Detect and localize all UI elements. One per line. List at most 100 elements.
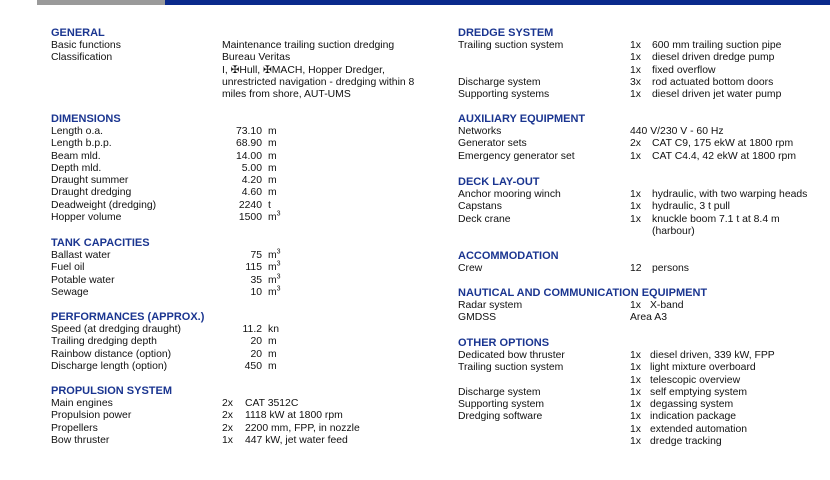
spec-value: unrestricted navigation - dredging withi… <box>222 76 415 88</box>
spec-value: Maintenance trailing suction dredging <box>222 40 395 51</box>
spec-row: Rainbow distance (option) 20 m <box>51 348 277 361</box>
spec-row: Classification Bureau Veritas <box>51 52 290 64</box>
spec-row: 1x extended automation <box>458 424 747 436</box>
spec-row: Dedicated bow thruster 1x diesel driven, 3… <box>458 350 775 362</box>
spec-row: Ballast water 75 m3 <box>51 249 281 262</box>
spec-section: OTHER OPTIONS Dedicated bow thruster 1x die… <box>458 337 775 448</box>
spec-quantity: 1x <box>630 436 641 448</box>
spec-value: Area A3 <box>630 312 667 324</box>
spec-quantity: 1x <box>630 374 641 386</box>
spec-row: Length o.a. 73.10 m <box>51 126 277 138</box>
spec-value: 11.2 <box>242 324 262 335</box>
spec-row: Propulsion power 2x 1118 kW at 1800 rpm <box>51 410 343 422</box>
spec-unit: m <box>268 126 277 137</box>
spec-row: Supporting systems 1x diesel driven jet wa… <box>458 89 781 101</box>
spec-quantity: 1x <box>630 213 641 225</box>
spec-value: I, ✠Hull, ✠MACH, Hopper Dredger, <box>222 64 385 76</box>
spec-value: 5.00 <box>241 162 262 174</box>
spec-row: GMDSS Area A3 <box>458 312 707 324</box>
spec-unit: m <box>268 336 277 348</box>
section-heading: ACCOMMODATION <box>458 250 559 262</box>
spec-quantity: 1x <box>630 399 641 411</box>
spec-row: Emergency generator set 1x CAT C4.4, 42 ek… <box>458 151 796 163</box>
spec-value: 75 <box>250 250 262 261</box>
spec-description: knuckle boom 7.1 t at 8.4 m <box>652 213 780 225</box>
unit-base: m <box>268 250 277 261</box>
spec-row: Discharge system 1x self emptying system <box>458 386 747 399</box>
header-bar-gray <box>37 0 165 5</box>
spec-value: 1500 <box>238 212 262 224</box>
spec-section: ACCOMMODATION Crew 12 persons <box>458 250 689 275</box>
spec-value: 68.90 <box>235 138 262 150</box>
spec-quantity: 2x <box>222 398 233 409</box>
spec-value: 2240 <box>238 199 262 211</box>
spec-label: Draught dredging <box>51 187 132 199</box>
spec-row: (harbour) <box>458 226 695 238</box>
spec-description: hydraulic, 3 t pull <box>652 201 730 213</box>
spec-value: 4.20 <box>241 175 262 187</box>
spec-quantity: 1x <box>630 150 641 162</box>
spec-section: PROPULSION SYSTEM Main engines 2x CAT 3512C… <box>51 385 360 447</box>
spec-value: Bureau Veritas <box>222 52 291 64</box>
spec-row: Draught summer 4.20 m <box>51 175 277 187</box>
spec-label: Deadweight (dredging) <box>51 199 157 211</box>
spec-description: degassing system <box>650 399 734 411</box>
spec-description: indication package <box>650 411 737 423</box>
spec-quantity: 1x <box>630 201 641 213</box>
spec-row: Draught dredging 4.60 m <box>51 187 277 199</box>
spec-label: Deck crane <box>458 213 511 225</box>
spec-row: Networks 440 V/230 V - 60 Hz <box>458 126 724 138</box>
section-heading: PROPULSION SYSTEM <box>51 385 173 397</box>
spec-label: Dedicated bow thruster <box>458 350 565 361</box>
spec-row: unrestricted navigation - dredging withi… <box>51 77 414 89</box>
spec-label: Rainbow distance (option) <box>51 348 172 360</box>
spec-label: Draught summer <box>51 175 129 187</box>
section-heading: TANK CAPACITIES <box>51 237 150 249</box>
spec-label: Discharge length (option) <box>51 360 168 372</box>
spec-description: fixed overflow <box>652 64 716 76</box>
spec-row: Basic functions Maintenance trailing suct… <box>51 40 394 52</box>
spec-label: Capstans <box>458 201 502 213</box>
spec-row: 1x diesel driven dredge pump <box>458 52 774 64</box>
section-heading: GENERAL <box>51 27 105 39</box>
spec-unit: m <box>268 187 277 199</box>
section-heading: DREDGE SYSTEM <box>458 27 554 39</box>
spec-row: Supporting system 1x degassing system <box>458 399 733 411</box>
spec-value: miles from shore, AUT-UMS <box>222 89 351 101</box>
spec-label: Crew <box>458 263 483 274</box>
spec-row: Crew 12 persons <box>458 263 689 275</box>
spec-label: Depth mld. <box>51 162 102 174</box>
spec-value: 450 <box>244 360 262 372</box>
spec-unit: m <box>268 348 277 360</box>
spec-description: extended automation <box>650 423 748 435</box>
spec-row: Hopper volume 1500 m3 <box>51 211 281 224</box>
spec-description: 2200 mm, FPP, in nozzle <box>245 422 360 434</box>
spec-section: AUXILIARY EQUIPMENT Networks 440 V/230 V -… <box>458 113 796 163</box>
spec-label: Discharge system <box>458 386 541 398</box>
spec-quantity: 2x <box>630 138 641 150</box>
spec-row: Propellers 2x 2200 mm, FPP, in nozzle <box>51 423 360 435</box>
spec-label: Anchor mooring winch <box>458 189 561 200</box>
spec-description: rod actuated bottom doors <box>652 76 774 88</box>
spec-quantity: 1x <box>630 423 641 435</box>
spec-label: Trailing suction system <box>458 40 564 51</box>
unit-base: m <box>268 212 277 224</box>
spec-description: light mixture overboard <box>650 362 756 374</box>
spec-description: 1118 kW at 1800 rpm <box>245 410 343 422</box>
spec-description: CAT C4.4, 42 ekW at 1800 rpm <box>652 150 796 162</box>
spec-quantity: 1x <box>630 64 641 76</box>
spec-quantity: 1x <box>630 386 641 398</box>
spec-label: Beam mld. <box>51 150 101 162</box>
spec-quantity: 1x <box>630 300 641 311</box>
spec-description: CAT 3512C <box>245 398 299 409</box>
spec-row: 1x dredge tracking <box>458 436 722 448</box>
unit-exponent: 3 <box>276 273 281 281</box>
spec-unit: m3 <box>268 285 281 299</box>
spec-section: DIMENSIONS Length o.a. 73.10 m Length b.p.p.… <box>51 113 281 224</box>
section-heading: NAUTICAL AND COMMUNICATION EQUIPMENT <box>458 287 708 299</box>
spec-section: TANK CAPACITIES Ballast water 75 m3 Fuel oil… <box>51 237 281 299</box>
spec-label: Supporting system <box>458 399 545 411</box>
spec-row: Potable water 35 m3 <box>51 273 281 287</box>
spec-row: Speed (at dredging draught) 11.2 kn <box>51 324 279 336</box>
spec-label: Dredging software <box>458 411 543 423</box>
